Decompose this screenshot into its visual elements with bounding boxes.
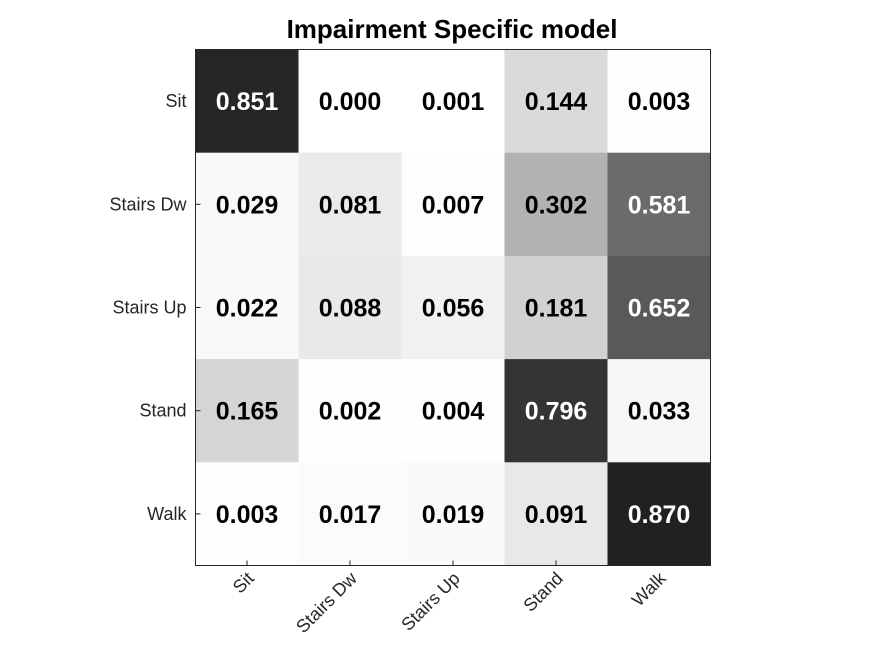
heatmap-cell-r2-c3 <box>504 255 608 360</box>
cell-value-label-r1-c2: 0.007 <box>422 191 485 219</box>
heatmap-cell-r2-c4 <box>607 255 711 360</box>
heatmap-cell-r2-c0 <box>195 255 299 360</box>
y-tick-label-0: Sit <box>165 91 186 111</box>
heatmap-cell-r0-c4 <box>607 49 711 154</box>
heatmap-cell-r0-c2 <box>401 49 505 154</box>
heatmap-cell-r3-c2 <box>401 359 505 463</box>
heatmap-cell-r1-c3 <box>504 152 608 257</box>
heatmap-cell-r2-c2 <box>401 255 505 360</box>
heatmap-cell-r1-c2 <box>401 152 505 257</box>
cell-value-label-r3-c1: 0.002 <box>319 398 382 426</box>
cell-value-label-r1-c0: 0.029 <box>216 191 279 219</box>
cell-value-label-r2-c0: 0.022 <box>216 295 279 323</box>
heatmap-cell-r4-c0 <box>195 462 299 566</box>
heatmap-cell-r2-c1 <box>298 255 402 360</box>
y-tick-label-4: Walk <box>147 504 187 524</box>
heatmap-cell-r1-c1 <box>298 152 402 257</box>
heatmap-cell-r4-c2 <box>401 462 505 566</box>
cell-value-label-r0-c2: 0.001 <box>422 88 485 116</box>
heatmap-cell-r1-c4 <box>607 152 711 257</box>
cell-value-label-r4-c0: 0.003 <box>216 501 279 529</box>
heatmap-cell-r4-c4 <box>607 462 711 566</box>
cell-value-label-r3-c3: 0.796 <box>525 398 588 426</box>
cell-value-label-r4-c1: 0.017 <box>319 501 382 529</box>
heatmap-cell-r3-c0 <box>195 359 299 463</box>
heatmap-value-labels: 0.851 0.000 0.001 0.144 0.003 0.029 0.081 0.007… <box>216 88 691 529</box>
cell-value-label-r2-c4: 0.652 <box>628 295 691 323</box>
y-axis-ticks: Sit Stairs Dw Stairs Up Stand Walk <box>109 91 201 524</box>
heatmap-cell-r4-c1 <box>298 462 402 566</box>
cell-value-label-r0-c4: 0.003 <box>628 88 691 116</box>
chart-title: Impairment Specific model <box>287 14 618 44</box>
heatmap-cell-r3-c1 <box>298 359 402 463</box>
heatmap-cells <box>195 49 711 566</box>
cell-value-label-r4-c2: 0.019 <box>422 501 485 529</box>
cell-value-label-r4-c4: 0.870 <box>628 501 691 529</box>
heatmap-cell-r0-c1 <box>298 49 402 154</box>
heatmap-cell-r1-c0 <box>195 152 299 257</box>
cell-value-label-r2-c1: 0.088 <box>319 295 382 323</box>
cell-value-label-r2-c2: 0.056 <box>422 295 485 323</box>
cell-value-label-r0-c3: 0.144 <box>525 88 588 116</box>
heatmap-cell-r3-c4 <box>607 359 711 463</box>
heatmap-cell-r0-c0 <box>195 49 299 154</box>
heatmap-cell-r3-c3 <box>504 359 608 463</box>
cell-value-label-r1-c1: 0.081 <box>319 191 382 219</box>
y-tick-label-2: Stairs Up <box>112 298 186 318</box>
cell-value-label-r3-c4: 0.033 <box>628 398 691 426</box>
cell-value-label-r0-c1: 0.000 <box>319 88 382 116</box>
cell-value-label-r2-c3: 0.181 <box>525 295 588 323</box>
heatmap-cell-r4-c3 <box>504 462 608 566</box>
cell-value-label-r1-c3: 0.302 <box>525 191 588 219</box>
cell-value-label-r3-c0: 0.165 <box>216 398 279 426</box>
cell-value-label-r1-c4: 0.581 <box>628 191 691 219</box>
cell-value-label-r4-c3: 0.091 <box>525 501 588 529</box>
y-tick-label-3: Stand <box>139 401 186 421</box>
cell-value-label-r3-c2: 0.004 <box>422 398 485 426</box>
cell-value-label-r0-c0: 0.851 <box>216 88 279 116</box>
y-tick-label-1: Stairs Dw <box>109 194 187 214</box>
heatmap-cell-r0-c3 <box>504 49 608 154</box>
